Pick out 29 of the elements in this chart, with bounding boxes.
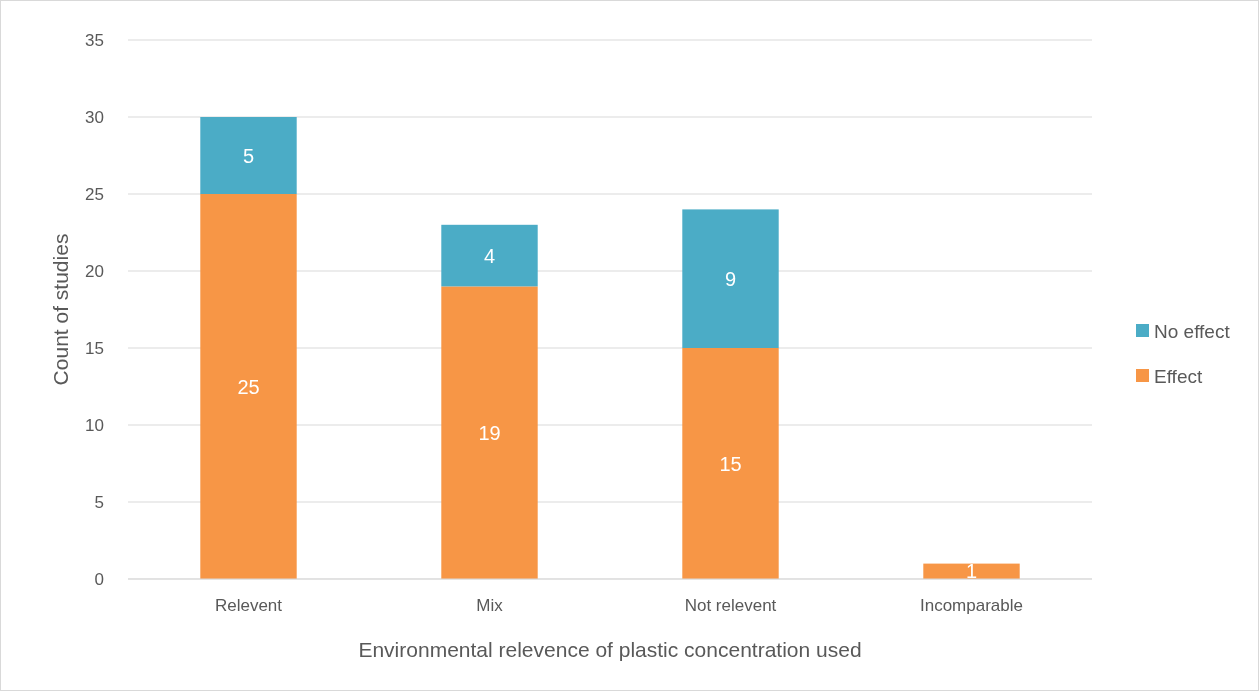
bar: [200, 117, 297, 194]
y-tick-label: 25: [85, 184, 104, 204]
data-label: 1: [965, 560, 978, 583]
bar: [682, 209, 779, 348]
x-tick-label: Incomparable: [919, 596, 1024, 615]
y-axis-title: Count of studies: [49, 233, 72, 386]
y-tick-label: 0: [94, 569, 104, 589]
legend-label: Effect: [1154, 365, 1203, 387]
y-tick-label: 30: [85, 107, 104, 127]
y-tick-label: 5: [94, 492, 104, 512]
y-tick-label: 15: [85, 338, 104, 358]
data-label: 25: [237, 375, 260, 398]
y-tick-label: 20: [85, 261, 104, 281]
data-label: 9: [724, 267, 737, 290]
x-tick-label: Relevent: [214, 596, 283, 615]
legend-label: No effect: [1154, 320, 1231, 342]
data-label: 5: [242, 144, 255, 167]
bar: [441, 224, 538, 287]
bar: [441, 286, 538, 579]
x-axis-title: Environmental relevence of plastic concentration used: [358, 638, 862, 661]
x-tick-label: Mix: [476, 596, 504, 615]
data-label: 19: [478, 421, 501, 444]
bar: [682, 348, 779, 579]
y-tick-label: 35: [85, 30, 104, 50]
bar: [200, 194, 297, 579]
data-label: 4: [483, 244, 496, 267]
x-tick-label: Not relevent: [684, 596, 777, 615]
y-tick-label: 10: [85, 415, 104, 435]
data-label: 15: [719, 452, 742, 475]
